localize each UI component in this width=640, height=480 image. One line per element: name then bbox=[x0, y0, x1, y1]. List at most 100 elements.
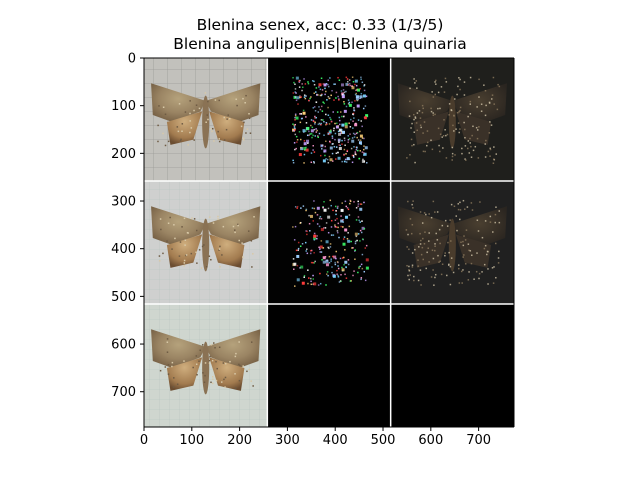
saliency-pixel bbox=[326, 123, 328, 125]
masked-visible-pixel bbox=[459, 106, 462, 109]
saliency-pixel bbox=[357, 119, 360, 121]
saliency-pixel bbox=[299, 222, 301, 224]
saliency-pixel bbox=[310, 119, 313, 121]
saliency-pixel bbox=[319, 272, 321, 275]
masked-visible-pixel bbox=[406, 246, 408, 248]
saliency-pixel bbox=[360, 92, 363, 95]
saliency-pixel bbox=[312, 261, 314, 264]
moth-texture-speck bbox=[178, 255, 181, 257]
saliency-pixel bbox=[325, 263, 329, 267]
moth-hindwing-right bbox=[455, 234, 492, 268]
moth-texture-speck bbox=[220, 381, 223, 383]
saliency-pixel bbox=[340, 215, 342, 217]
saliency-pixel bbox=[360, 120, 362, 122]
saliency-pixel bbox=[327, 79, 329, 82]
saliency-pixel bbox=[325, 90, 327, 93]
masked-visible-pixel bbox=[458, 131, 460, 134]
saliency-pixel bbox=[306, 252, 309, 255]
moth-texture-speck bbox=[207, 118, 209, 121]
moth-texture-speck bbox=[218, 346, 221, 349]
masked-visible-pixel bbox=[488, 101, 491, 104]
masked-visible-pixel bbox=[423, 243, 426, 245]
masked-visible-pixel bbox=[477, 157, 480, 159]
masked-visible-pixel bbox=[409, 87, 411, 90]
masked-visible-pixel bbox=[413, 118, 415, 121]
masked-visible-pixel bbox=[492, 162, 495, 164]
saliency-pixel bbox=[338, 128, 342, 132]
saliency-pixel bbox=[313, 252, 315, 254]
moth-texture-speck bbox=[208, 216, 211, 218]
masked-visible-pixel bbox=[411, 144, 413, 147]
masked-visible-pixel bbox=[408, 278, 410, 281]
moth-texture-speck bbox=[212, 376, 214, 378]
masked-visible-pixel bbox=[416, 112, 419, 114]
saliency-pixel bbox=[362, 148, 365, 151]
saliency-pixel bbox=[347, 135, 350, 137]
saliency-pixel bbox=[334, 132, 337, 135]
saliency-pixel bbox=[335, 158, 337, 160]
masked-visible-pixel bbox=[476, 106, 478, 108]
saliency-pixel bbox=[343, 101, 345, 103]
moth-texture-speck bbox=[181, 226, 183, 228]
masked-visible-pixel bbox=[454, 98, 456, 100]
masked-visible-pixel bbox=[411, 266, 414, 268]
masked-visible-pixel bbox=[483, 247, 486, 250]
masked-visible-pixel bbox=[478, 126, 480, 128]
saliency-pixel bbox=[317, 111, 320, 113]
moth-texture-speck bbox=[181, 123, 184, 125]
saliency-pixel bbox=[347, 141, 349, 143]
moth-texture-speck bbox=[185, 254, 188, 256]
saliency-pixel bbox=[354, 250, 356, 252]
masked-visible-pixel bbox=[497, 262, 500, 264]
saliency-pixel bbox=[314, 123, 316, 125]
saliency-pixel bbox=[335, 152, 338, 155]
masked-visible-pixel bbox=[496, 108, 499, 111]
moth-texture-speck bbox=[203, 244, 205, 246]
saliency-pixel bbox=[346, 157, 350, 161]
saliency-pixel bbox=[314, 115, 316, 118]
saliency-pixel bbox=[308, 222, 311, 225]
saliency-pixel bbox=[316, 94, 318, 96]
saliency-pixel bbox=[320, 119, 323, 121]
saliency-pixel bbox=[297, 241, 300, 244]
saliency-pixel bbox=[302, 129, 306, 133]
masked-visible-pixel bbox=[476, 129, 479, 131]
saliency-pixel bbox=[302, 86, 304, 89]
masked-visible-pixel bbox=[432, 200, 435, 203]
saliency-pixel bbox=[363, 154, 365, 156]
saliency-pixel bbox=[305, 209, 307, 212]
saliency-pixel bbox=[294, 133, 297, 136]
saliency-pixel bbox=[293, 81, 295, 84]
masked-visible-pixel bbox=[453, 130, 455, 132]
masked-visible-pixel bbox=[409, 274, 412, 276]
masked-visible-pixel bbox=[406, 157, 408, 159]
saliency-pixel bbox=[302, 109, 305, 112]
saliency-pixel bbox=[345, 266, 347, 269]
saliency-pixel bbox=[352, 127, 354, 129]
saliency-pixel bbox=[345, 105, 348, 108]
masked-visible-pixel bbox=[468, 271, 470, 273]
saliency-pixel bbox=[300, 207, 302, 209]
saliency-pixel bbox=[336, 111, 339, 113]
saliency-pixel bbox=[328, 85, 330, 88]
masked-visible-pixel bbox=[413, 131, 416, 133]
saliency-pixel bbox=[358, 141, 362, 145]
masked-visible-pixel bbox=[409, 100, 411, 103]
saliency-pixel bbox=[342, 93, 344, 96]
saliency-pixel bbox=[322, 101, 324, 103]
masked-visible-pixel bbox=[419, 124, 422, 126]
saliency-pixel bbox=[348, 225, 351, 228]
moth-texture-speck bbox=[238, 379, 241, 382]
saliency-pixel bbox=[314, 117, 316, 119]
saliency-pixel bbox=[318, 86, 320, 88]
moth-texture-speck bbox=[179, 139, 182, 142]
saliency-pixel bbox=[345, 76, 348, 79]
masked-visible-pixel bbox=[450, 203, 453, 206]
masked-visible-pixel bbox=[449, 283, 452, 286]
moth-texture-speck bbox=[184, 239, 187, 241]
moth-texture-speck bbox=[174, 237, 176, 240]
moth-texture-speck bbox=[187, 144, 189, 146]
saliency-pixel bbox=[294, 83, 296, 85]
masked-visible-pixel bbox=[475, 270, 478, 273]
saliency-pixel bbox=[333, 83, 335, 85]
